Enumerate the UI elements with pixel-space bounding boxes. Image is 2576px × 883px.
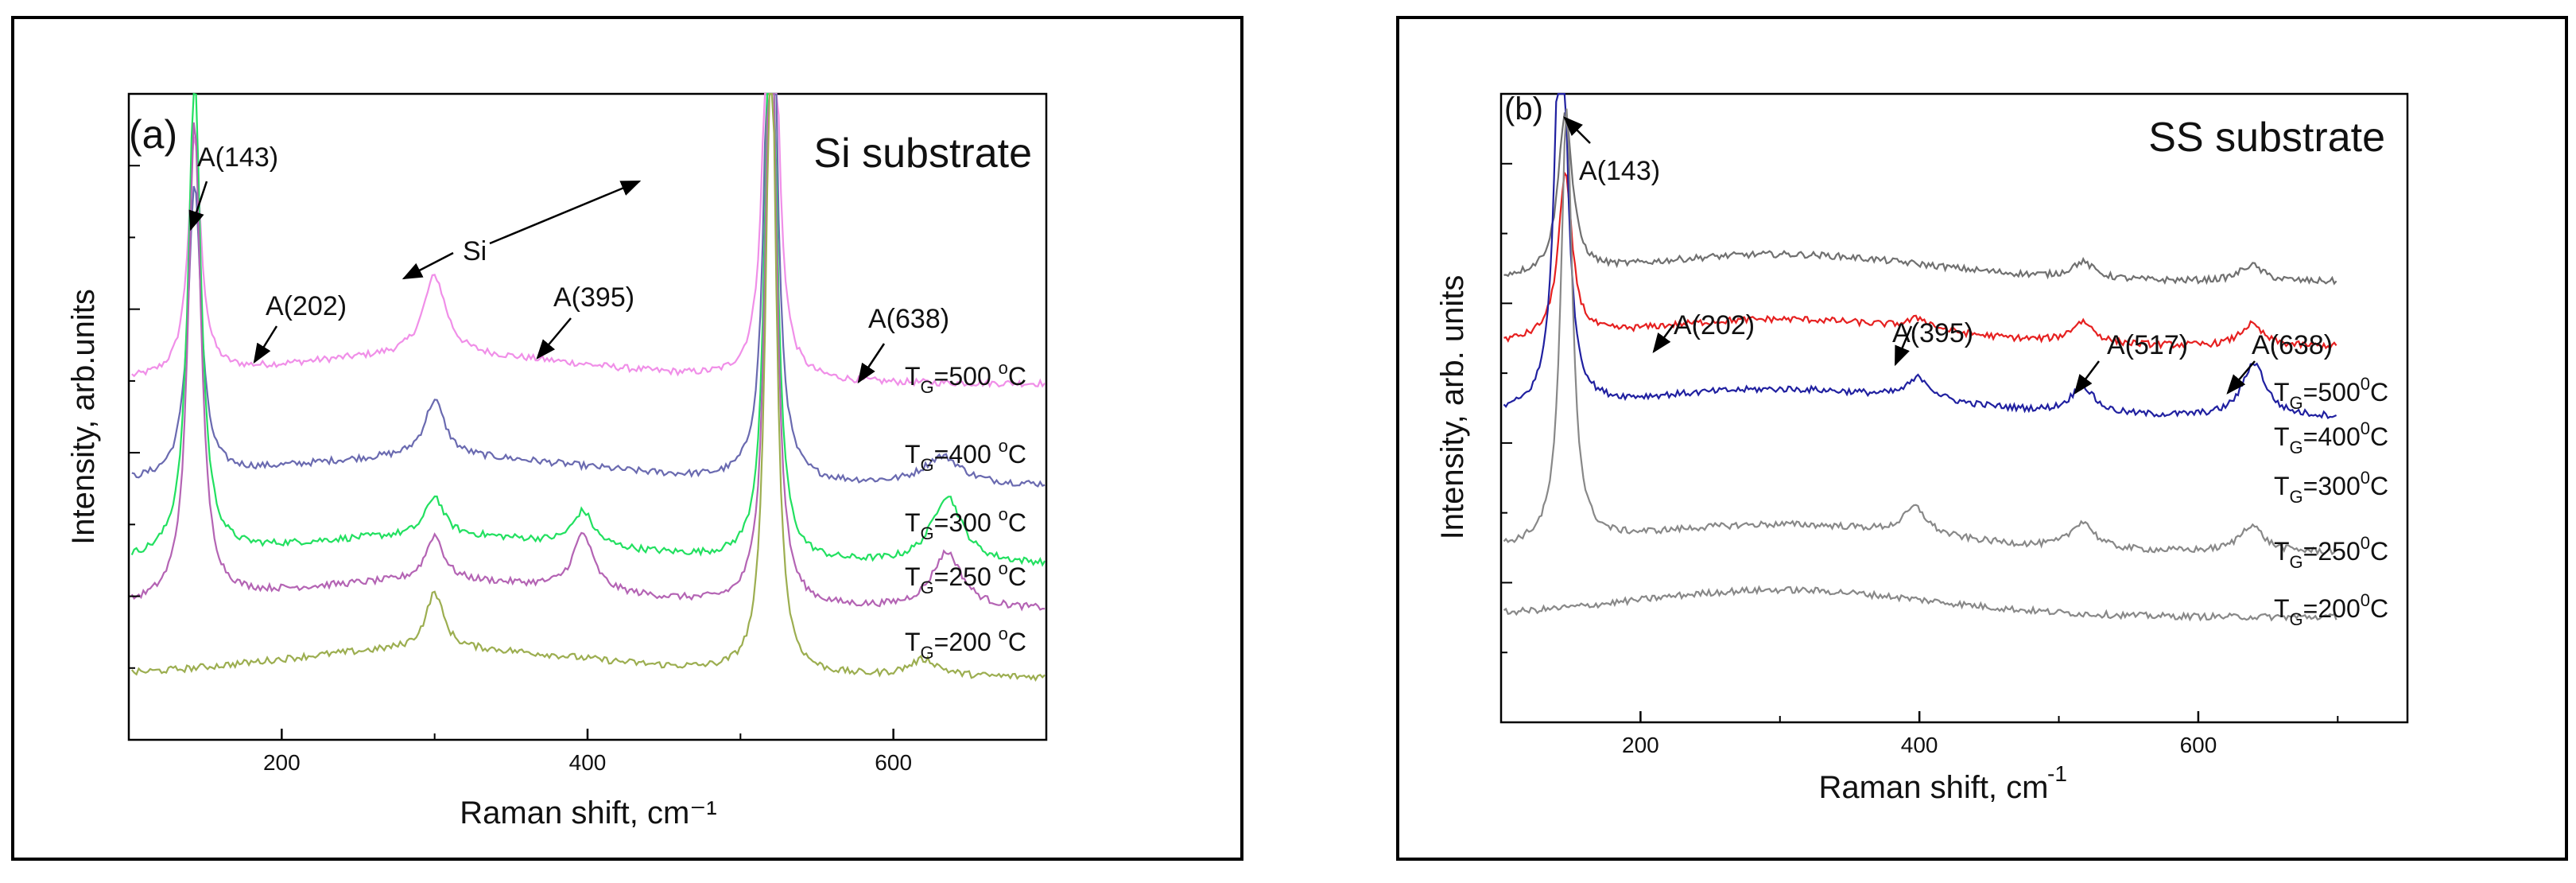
- series-label-part: G: [921, 377, 934, 397]
- annotation-si: Si: [463, 236, 487, 266]
- series-label-part: G: [921, 523, 934, 543]
- annotation-b-a143: A(143): [1579, 156, 1660, 186]
- panel-b-xtick-label: 600: [2180, 733, 2217, 757]
- series-label-part: G: [2290, 552, 2303, 572]
- panel-b-series-line: [1504, 587, 2337, 620]
- series-label-part: o: [999, 436, 1008, 456]
- panel-b-xlabel: Raman shift, cm: [1819, 770, 2049, 805]
- annotation-b-a638: A(638): [2252, 330, 2333, 360]
- panel-b-xlabel-sup: -1: [2047, 761, 2067, 786]
- series-label: TG=5000C: [2274, 374, 2388, 413]
- series-label: TG=3000C: [2274, 468, 2388, 507]
- series-label-part: G: [921, 578, 934, 597]
- annotation-si-arrow-left: [404, 253, 453, 278]
- series-label-part: C: [2370, 537, 2388, 566]
- panel-b: (b) SS substrate Raman shift, cm -1 Inte…: [1435, 91, 2407, 805]
- panel-b-xtick-label: 400: [1901, 733, 1938, 757]
- series-label-part: 0: [2361, 533, 2370, 553]
- annotation-b-a202: A(202): [1674, 310, 1755, 340]
- series-label-part: G: [921, 643, 934, 663]
- series-label-part: C: [2370, 378, 2388, 406]
- series-label-part: C: [1008, 440, 1026, 469]
- series-label-part: C: [2370, 422, 2388, 451]
- series-label: TG=2500C: [2274, 533, 2388, 572]
- series-label-part: G: [2290, 438, 2303, 457]
- series-label-part: =500: [934, 362, 999, 391]
- annotation-a202: A(202): [266, 291, 347, 321]
- series-label: TG=500 oC: [905, 358, 1026, 397]
- panel-a-label: (a): [129, 112, 177, 157]
- series-label-part: o: [999, 558, 1008, 578]
- series-label-part: G: [2290, 487, 2303, 507]
- series-label-part: C: [1008, 562, 1026, 591]
- series-label-part: G: [2290, 609, 2303, 629]
- annotation-a395: A(395): [553, 282, 634, 313]
- series-label-part: T: [2274, 594, 2290, 623]
- panel-b-ylabel: Intensity, arb. units: [1435, 275, 1470, 540]
- series-label-part: C: [2370, 472, 2388, 500]
- annotation-si-arrow-right: [490, 181, 639, 243]
- series-label: TG=300 oC: [905, 504, 1026, 543]
- panel-a-xlabel: Raman shift, cm⁻¹: [460, 795, 716, 830]
- series-label: TG=2000C: [2274, 590, 2388, 629]
- panel-a-xtick-label: 200: [263, 750, 301, 775]
- series-label-part: =250: [934, 562, 999, 591]
- series-label-part: T: [905, 628, 921, 656]
- series-label-part: T: [905, 508, 921, 537]
- series-label-part: 0: [2361, 374, 2370, 394]
- figure-svg: (a) Si substrate Raman shift, cm⁻¹ Inten…: [0, 0, 2576, 883]
- series-label-part: =200: [2303, 594, 2361, 623]
- series-label-part: =400: [934, 440, 999, 469]
- series-label-part: =500: [2303, 378, 2361, 406]
- panel-b-title: SS substrate: [2148, 115, 2385, 161]
- panel-a-xtick-label: 400: [569, 750, 607, 775]
- series-label-part: T: [2274, 472, 2290, 500]
- annotation-a143: A(143): [197, 142, 278, 173]
- series-label-part: o: [999, 624, 1008, 644]
- series-label-part: o: [999, 504, 1008, 524]
- panel-b-axes-box: [1501, 94, 2407, 722]
- series-label-part: T: [2274, 422, 2290, 451]
- annotation-a202-arrow: [254, 326, 277, 362]
- annotation-a395-arrow: [537, 318, 571, 358]
- series-label-part: C: [1008, 628, 1026, 656]
- annotation-a638: A(638): [868, 304, 949, 334]
- series-label-part: T: [905, 362, 921, 391]
- series-label: TG=4000C: [2274, 418, 2388, 457]
- series-label-part: T: [2274, 378, 2290, 406]
- series-label-part: C: [2370, 594, 2388, 623]
- series-label-part: T: [905, 562, 921, 591]
- series-label-part: 0: [2361, 590, 2370, 610]
- annotation-b-a638-arrow: [2228, 361, 2255, 393]
- series-label-part: 0: [2361, 418, 2370, 438]
- series-label: TG=200 oC: [905, 624, 1026, 663]
- series-label-part: T: [905, 440, 921, 469]
- series-label-part: 0: [2361, 468, 2370, 488]
- series-label-part: o: [999, 358, 1008, 378]
- series-label-part: =200: [934, 628, 999, 656]
- series-label-part: C: [1008, 362, 1026, 391]
- annotation-b-a517-arrow: [2075, 361, 2099, 393]
- series-label-part: =400: [2303, 422, 2361, 451]
- series-label-part: G: [2290, 393, 2303, 413]
- series-label: TG=250 oC: [905, 558, 1026, 597]
- annotation-a638-arrow: [859, 344, 884, 382]
- annotation-b-a517: A(517): [2107, 330, 2188, 360]
- series-label-part: C: [1008, 508, 1026, 537]
- series-label-part: =250: [2303, 537, 2361, 566]
- panel-b-label: (b): [1504, 91, 1543, 126]
- panel-a-xtick-label: 600: [875, 750, 912, 775]
- panel-b-xtick-label: 200: [1622, 733, 1659, 757]
- panel-a-title: Si substrate: [813, 130, 1032, 177]
- panel-a: (a) Si substrate Raman shift, cm⁻¹ Inten…: [66, 94, 1046, 830]
- series-label-part: =300: [2303, 472, 2361, 500]
- panel-a-ylabel: Intensity, arb.units: [66, 289, 101, 545]
- series-label-part: T: [2274, 537, 2290, 566]
- series-label-part: G: [921, 455, 934, 475]
- series-label-part: =300: [934, 508, 999, 537]
